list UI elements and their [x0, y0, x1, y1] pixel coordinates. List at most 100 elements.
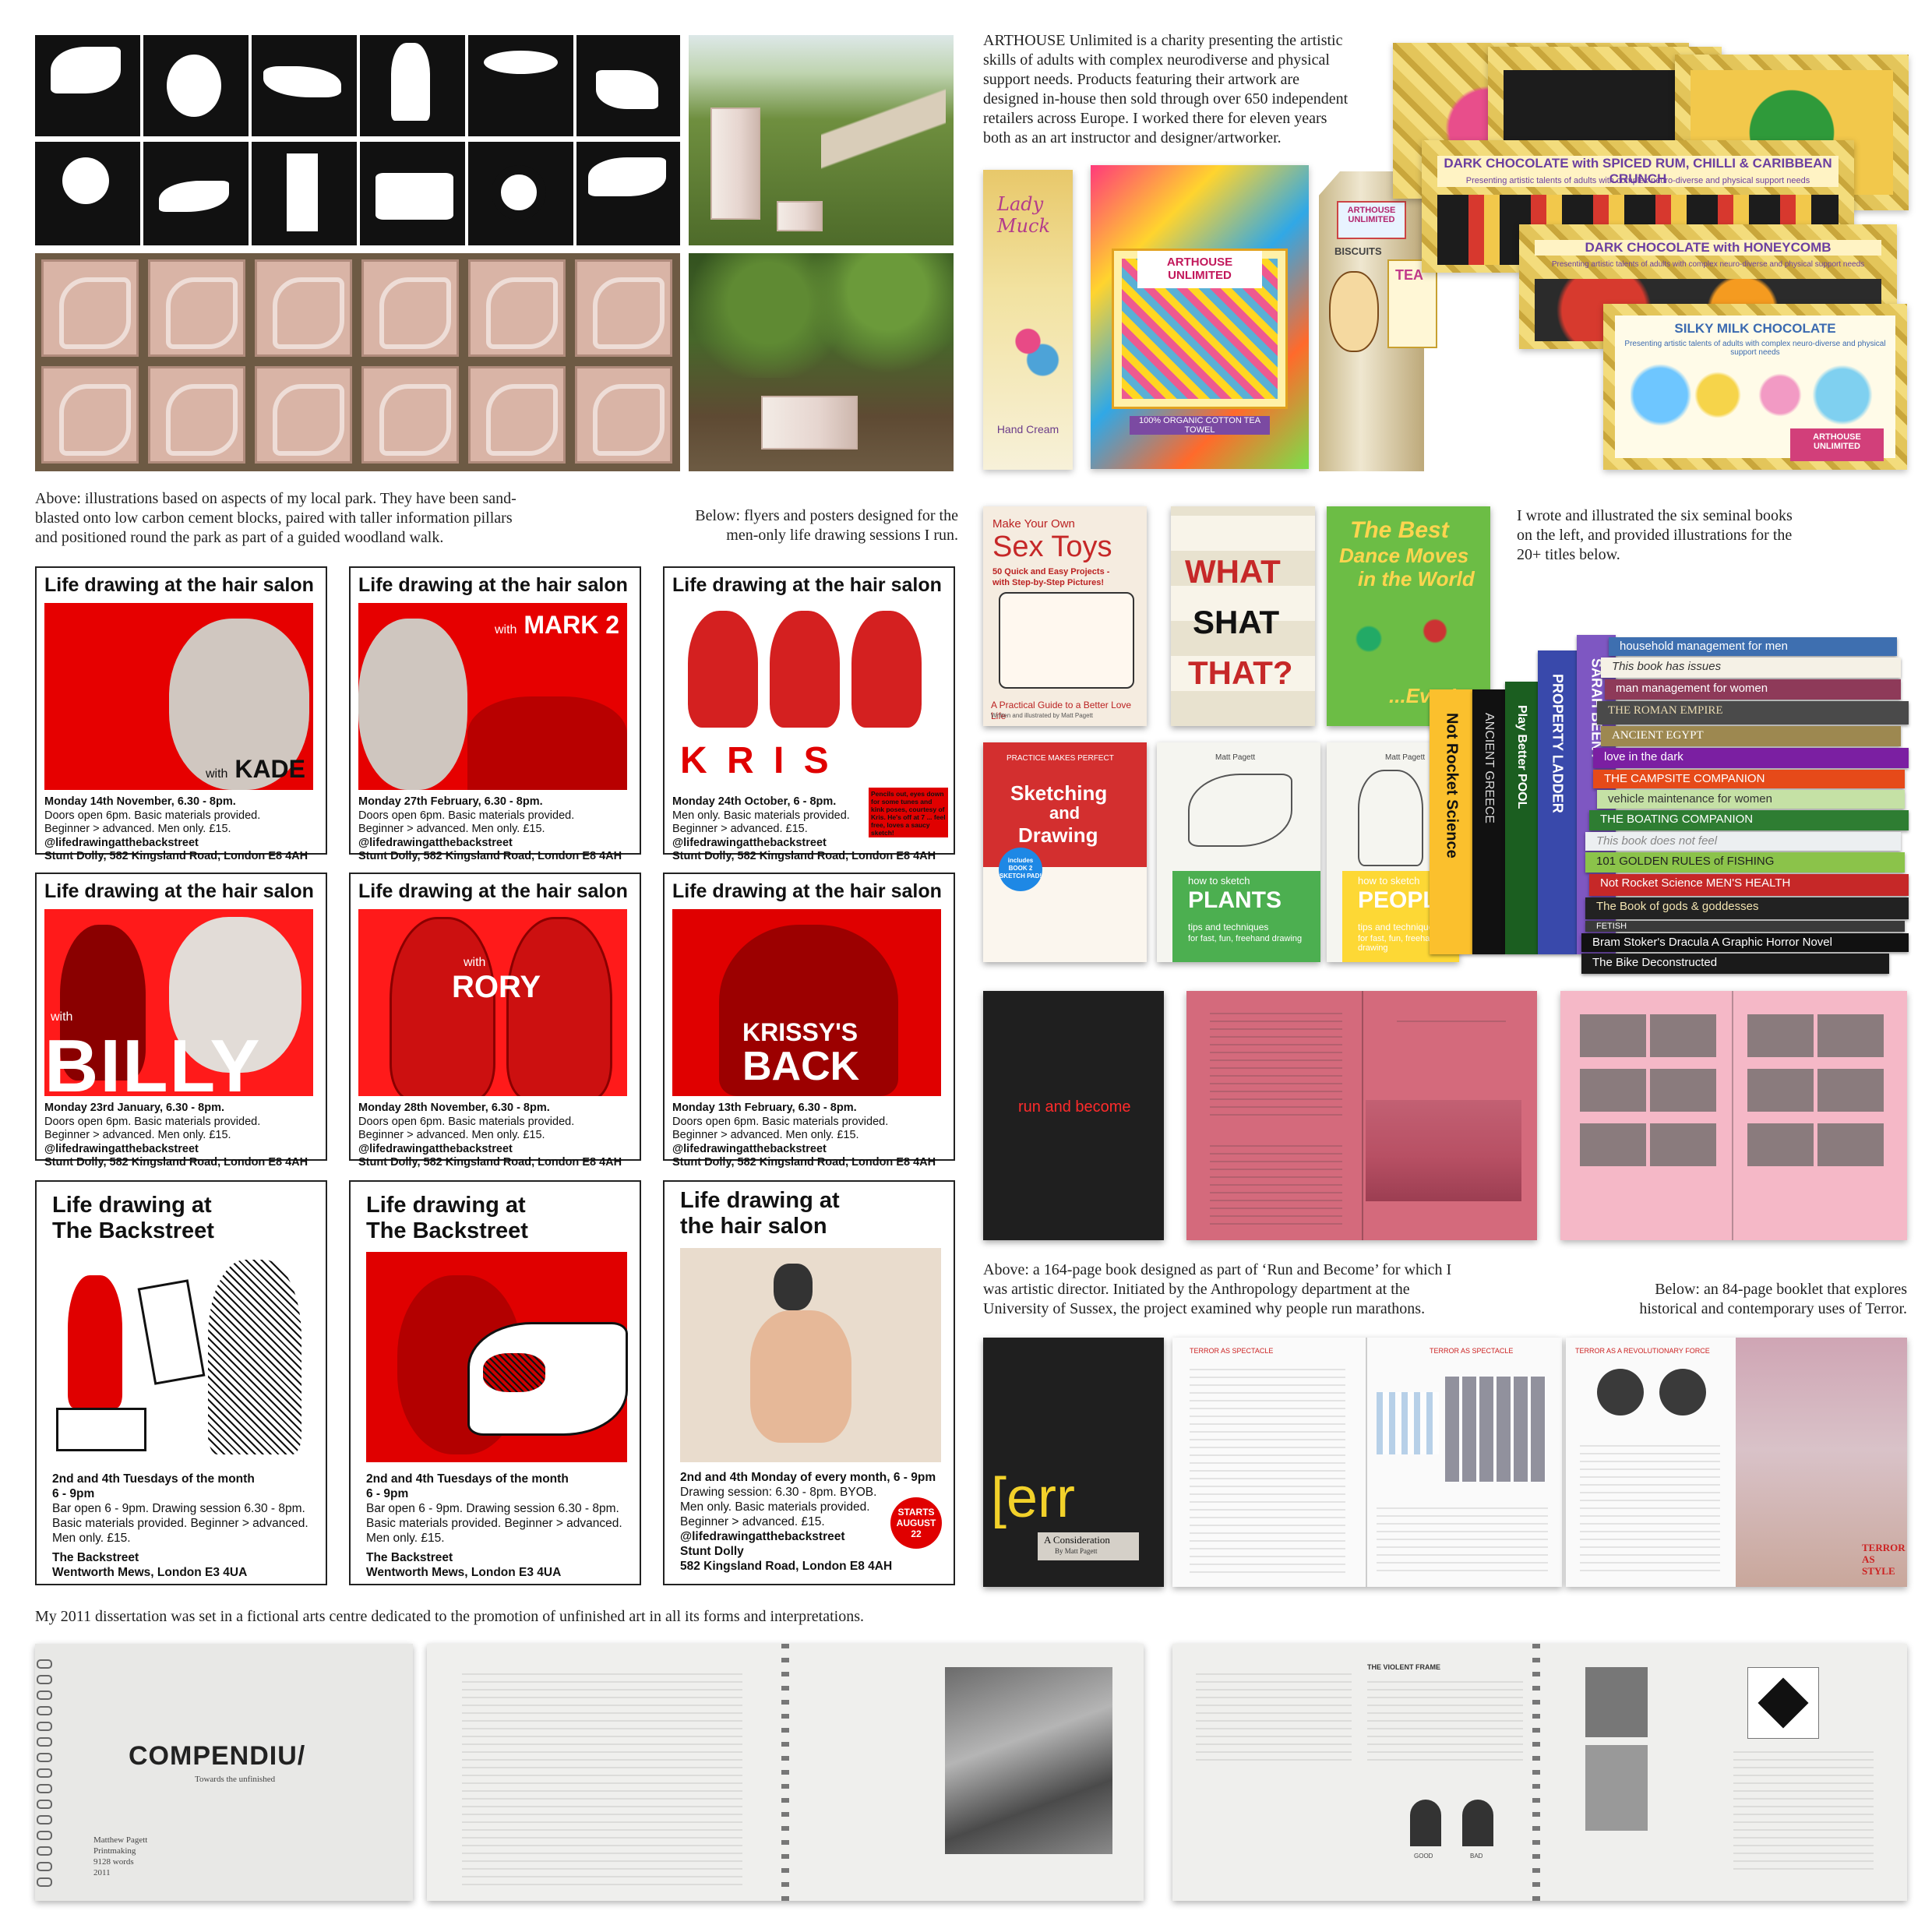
info-pillar: [712, 109, 759, 218]
spine-vertical: ANCIENT GREECE: [1472, 689, 1505, 954]
arthouse-intro: ARTHOUSE Unlimited is a charity presenti…: [983, 32, 1349, 146]
block-tile: [575, 259, 672, 357]
book-what-shat-that: WHAT SHAT THAT?: [1171, 506, 1315, 726]
spine-stack: The Book of gods & goddesses: [1585, 897, 1909, 919]
compendium-meta: Matthew Pagett Printmaking 9128 words 20…: [93, 1835, 148, 1877]
book-how-to-sketch-plants: Matt Pagett how to sketch PLANTS tips an…: [1157, 742, 1320, 962]
park-caption: Above: illustrations based on aspects of…: [35, 490, 516, 546]
compendium-spread-1: [427, 1644, 1144, 1901]
terror-cover: [err A Consideration By Matt Pagett: [983, 1338, 1164, 1587]
spine-stack: love in the dark: [1593, 748, 1909, 768]
block-tile: [361, 259, 459, 357]
park-cutout-tile: [360, 35, 465, 136]
poster-salon-collage: Life drawing at the hair salon 2nd and 4t…: [663, 1180, 955, 1585]
spine-stack: FETISH: [1585, 921, 1905, 932]
run-caption: Above: a 164-page book designed as part …: [983, 1261, 1452, 1317]
poster-image: with RORY: [358, 909, 627, 1096]
park-cutout-tile: [252, 35, 357, 136]
spine-vertical: Play Better POOL: [1505, 682, 1538, 954]
poster-kade: Life drawing at the hair salon with KADE…: [35, 566, 327, 862]
block-tile: [148, 366, 245, 464]
spine-stack: This book does not feel: [1585, 832, 1901, 851]
run-and-become-spread: [1186, 991, 1537, 1240]
woodland-block-photo: [689, 253, 954, 471]
block-tile: [255, 259, 352, 357]
park-cutout-tile: [468, 35, 573, 136]
poster-details: Monday 24th October, 6 - 8pm. Men only. …: [672, 795, 936, 862]
poster-image: BILLY with: [44, 909, 313, 1096]
block-tile: [41, 366, 139, 464]
block-seat: [778, 203, 821, 230]
poster-image: with KADE: [44, 603, 313, 790]
poster-billy: Life drawing at the hair salon BILLY wit…: [35, 873, 327, 1169]
poster-details: Monday 23rd January, 6.30 - 8pm. Doors o…: [44, 1102, 308, 1169]
spine-stack: Bram Stoker's Dracula A Graphic Horror N…: [1581, 933, 1909, 952]
spine-stack: vehicle maintenance for women: [1597, 790, 1905, 809]
poster-image: with MARK 2: [358, 603, 627, 790]
poster-image: [52, 1252, 313, 1462]
lady-muck-hand-cream: Lady Muck Hand Cream: [983, 170, 1073, 470]
dissertation-caption: My 2011 dissertation was set in a fictio…: [35, 1608, 864, 1625]
poster-backstreet-2: Life drawing at The Backstreet 2nd and 4t…: [349, 1180, 641, 1585]
poster-krissy: Life drawing at the hair salon KRISSY'S …: [663, 873, 955, 1169]
spine-stack: THE ROMAN EMPIRE: [1597, 701, 1909, 724]
book-sex-toys: Make Your Own Sex Toys 50 Quick and Easy…: [983, 506, 1147, 726]
terror-style-spread: TERROR AS A REVOLUTIONARY FORCE TERROR A…: [1566, 1338, 1907, 1587]
run-and-become-cover: run and become: [983, 991, 1164, 1240]
block-tile: [468, 259, 566, 357]
compendium-spread-2: THE VIOLENT FRAME GOOD BAD: [1172, 1644, 1907, 1901]
spine-stack: This book has issues: [1601, 658, 1901, 678]
poster-image: [366, 1252, 628, 1462]
block-seat: [763, 397, 856, 448]
poster-details: 2nd and 4th Tuesdays of the month 6 - 9p…: [366, 1472, 622, 1579]
terror-spectacle-spread: TERROR AS SPECTACLE TERROR AS SPECTACLE: [1172, 1338, 1562, 1587]
poster-details: Monday 28th November, 6.30 - 8pm. Doors …: [358, 1102, 622, 1169]
park-cutout-tile: [468, 142, 573, 245]
poster-kris: Life drawing at the hair salon K R I S M…: [663, 566, 955, 862]
poster-image: [680, 1248, 941, 1462]
compendium-cover: COMPENDIU/ Towards the unfinished Matthe…: [35, 1644, 413, 1901]
park-illustrations-panel: [35, 35, 680, 245]
poster-details: Monday 14th November, 6.30 - 8pm. Doors …: [44, 795, 308, 862]
block-tile: [468, 366, 566, 464]
park-cutout-tile: [35, 142, 140, 245]
spine-stack: Not Rocket Science MEN'S HEALTH: [1589, 874, 1909, 896]
poster-backstreet-1: Life drawing at The Backstreet 2nd and 4t…: [35, 1180, 327, 1585]
spine-stack: man management for women: [1605, 679, 1901, 700]
tea-pack: TEA: [1389, 261, 1436, 347]
poster-details: 2nd and 4th Monday of every month, 6 - 9…: [680, 1471, 936, 1573]
flyers-caption: Below: flyers and posters designed for t…: [695, 507, 958, 544]
books-caption: I wrote and illustrated the six seminal …: [1517, 507, 1793, 563]
sandblasted-blocks-photo: [35, 253, 680, 471]
spine-stack: THE CAMPSITE COMPANION: [1593, 770, 1905, 788]
block-tile: [148, 259, 245, 357]
poster-image: K R I S: [672, 603, 941, 790]
poster-details: 2nd and 4th Tuesdays of the month 6 - 9p…: [52, 1472, 308, 1579]
block-tile: [41, 259, 139, 357]
spine-stack: THE BOATING COMPANION: [1589, 810, 1909, 830]
block-tile: [575, 366, 672, 464]
poster-details: Monday 27th February, 6.30 - 8pm. Doors …: [358, 795, 622, 862]
tea-towel-product: ARTHOUSE UNLIMITED 100% ORGANIC COTTON T…: [1091, 165, 1309, 469]
poster-rory: Life drawing at the hair salon with RORY…: [349, 873, 641, 1169]
spine-stack: 101 GOLDEN RULES of FISHING: [1585, 852, 1905, 873]
poster-details: Monday 13th February, 6.30 - 8pm. Doors …: [672, 1102, 936, 1169]
block-tile: [255, 366, 352, 464]
terror-caption: Below: an 84-page booklet that explores …: [1639, 1281, 1907, 1317]
park-cutout-tile: [35, 35, 140, 136]
chocolate-box-milk: SILKY MILK CHOCOLATE Presenting artistic…: [1603, 304, 1907, 470]
spine-stack: The Bike Deconstructed: [1581, 954, 1889, 974]
park-cutout-tile: [143, 142, 249, 245]
poster-image: KRISSY'S BACK: [672, 909, 941, 1096]
park-cutout-tile: [252, 142, 357, 245]
starts-badge: STARTS AUGUST 22: [890, 1497, 942, 1549]
park-path-photo: [689, 35, 954, 245]
book-sketching-drawing: PRACTICE MAKES PERFECT Sketching and Dra…: [983, 742, 1147, 962]
run-and-become-photo-spread: [1560, 991, 1907, 1240]
block-tile: [361, 366, 459, 464]
park-cutout-tile: [143, 35, 249, 136]
park-cutout-tile: [576, 142, 680, 245]
spine-stack: ANCIENT EGYPT: [1601, 726, 1901, 746]
poster-mark: Life drawing at the hair salon with MARK…: [349, 566, 641, 862]
spine-vertical: PROPERTY LADDER: [1538, 650, 1577, 954]
